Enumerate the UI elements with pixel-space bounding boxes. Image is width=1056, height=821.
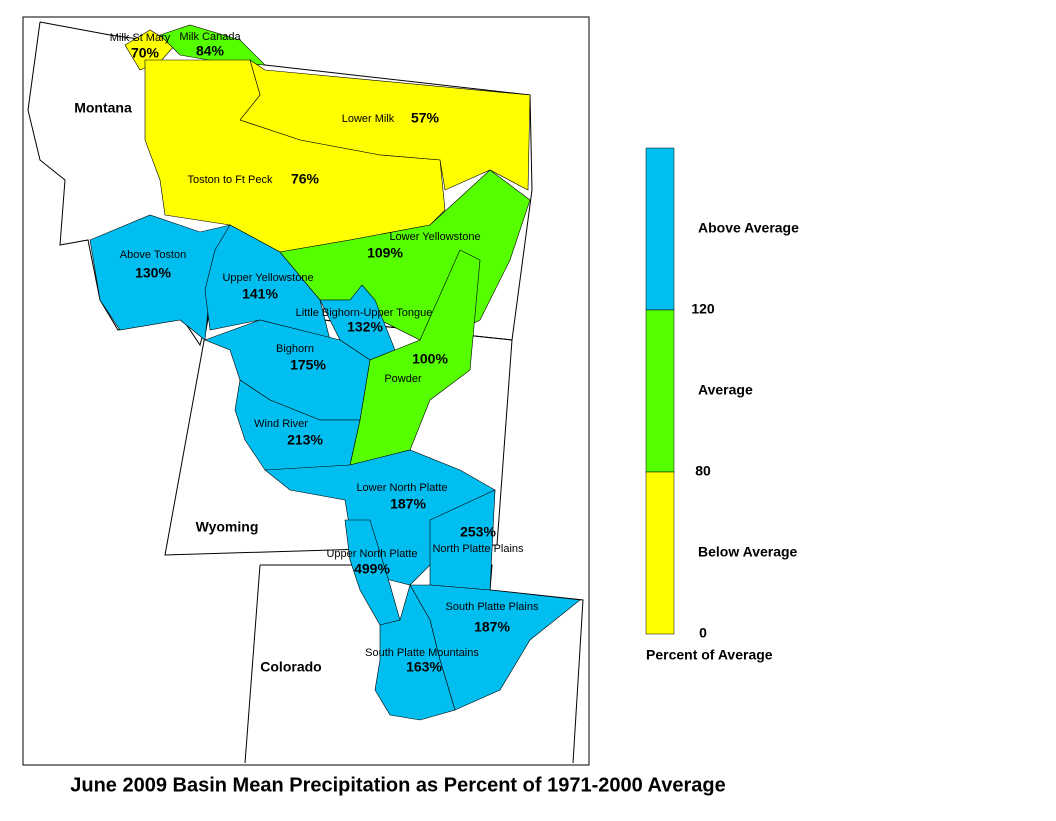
legend-swatch (645, 309, 675, 473)
basin-name: Above Toston (120, 249, 186, 261)
basin-name: South Platte Mountains (365, 647, 479, 659)
basin-value: 100% (412, 351, 448, 367)
basins (89, 24, 581, 721)
legend-swatch (645, 147, 675, 311)
legend-label: Below Average (698, 544, 798, 560)
basin-value: 187% (474, 619, 510, 635)
basin (124, 29, 176, 71)
basin-value: 163% (406, 659, 442, 675)
basin-value: 213% (287, 432, 323, 448)
basin-name: South Platte Plains (446, 601, 539, 613)
map-title: June 2009 Basin Mean Precipitation as Pe… (70, 774, 726, 796)
basin-name: Powder (384, 373, 422, 385)
legend-swatch (645, 471, 675, 635)
basin-name: Little Bighorn-Upper Tongue (296, 307, 433, 319)
basin-value: 187% (390, 496, 426, 512)
basin-value: 253% (460, 524, 496, 540)
state-label: Montana (74, 100, 132, 116)
basin (144, 59, 446, 253)
state-label: Colorado (260, 659, 321, 675)
basin-value: 499% (354, 561, 390, 577)
basin-value: 175% (290, 357, 326, 373)
basin-name: Lower Yellowstone (389, 231, 480, 243)
basin-value: 130% (135, 265, 171, 281)
basin-name: Bighorn (276, 343, 314, 355)
legend-break: 80 (695, 463, 711, 479)
basin-value: 132% (347, 319, 383, 335)
state-label: Wyoming (196, 519, 259, 535)
legend-title: Percent of Average (646, 647, 773, 663)
basin-name: Upper North Platte (326, 548, 417, 560)
legend-label: Average (698, 382, 753, 398)
legend: Above Average Average Below Average 120 80 0 P… (645, 147, 799, 663)
basin-name: Lower Milk (342, 113, 395, 125)
basin-name: Wind River (254, 418, 308, 430)
basin-name: North Platte Plains (432, 543, 524, 555)
basin-name: Toston to Ft Peck (188, 174, 273, 186)
basin-name: Lower North Platte (356, 482, 447, 494)
basin-value: 57% (411, 110, 440, 126)
basin-name: Upper Yellowstone (222, 272, 313, 284)
basin-name: Milk Canada (179, 31, 241, 43)
legend-break: 0 (699, 625, 707, 641)
basin-name: Milk St Mary (110, 32, 171, 44)
basin-value: 70% (131, 45, 160, 61)
basin-value: 76% (291, 171, 320, 187)
basin-value: 84% (196, 43, 225, 59)
legend-break: 120 (691, 301, 715, 317)
basin-value: 109% (367, 245, 403, 261)
legend-label: Above Average (698, 220, 799, 236)
basin (374, 584, 456, 721)
basin-value: 141% (242, 286, 278, 302)
